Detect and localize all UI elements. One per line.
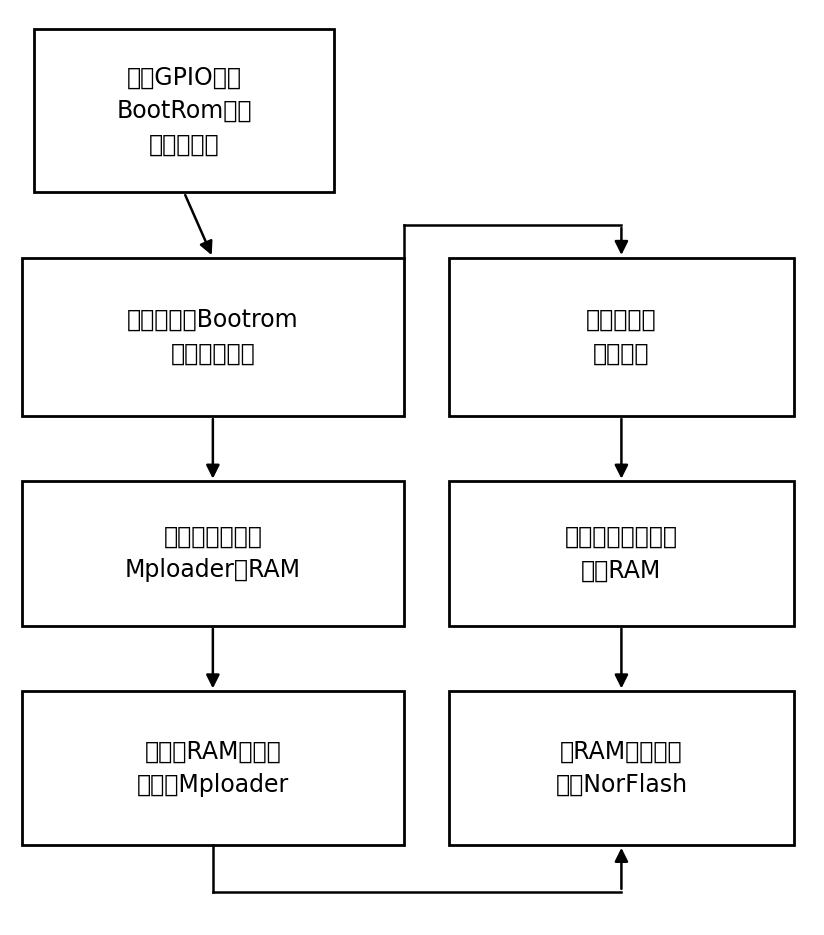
Bar — [449, 691, 794, 845]
Bar — [449, 258, 794, 416]
Text: 将RAM中的固件
写到NorFlash: 将RAM中的固件 写到NorFlash — [555, 740, 687, 797]
Text: 跳转至RAM指定位
置执行Mploader: 跳转至RAM指定位 置执行Mploader — [137, 740, 289, 797]
Text: 重新初始化
系统硬件: 重新初始化 系统硬件 — [586, 309, 657, 366]
Text: 从指定接口下载
Mploader到RAM: 从指定接口下载 Mploader到RAM — [125, 525, 301, 583]
Bar — [35, 29, 334, 193]
Text: 从指定接口下载固
件到RAM: 从指定接口下载固 件到RAM — [565, 525, 678, 583]
Bar — [22, 258, 404, 416]
Bar — [22, 691, 404, 845]
Text: 操作GPIO，将
BootRom配置
成下载模式: 操作GPIO，将 BootRom配置 成下载模式 — [116, 65, 252, 156]
Bar — [449, 482, 794, 626]
Text: 芯片上电，Bootrom
运行下载功能: 芯片上电，Bootrom 运行下载功能 — [127, 309, 298, 366]
Bar — [22, 482, 404, 626]
